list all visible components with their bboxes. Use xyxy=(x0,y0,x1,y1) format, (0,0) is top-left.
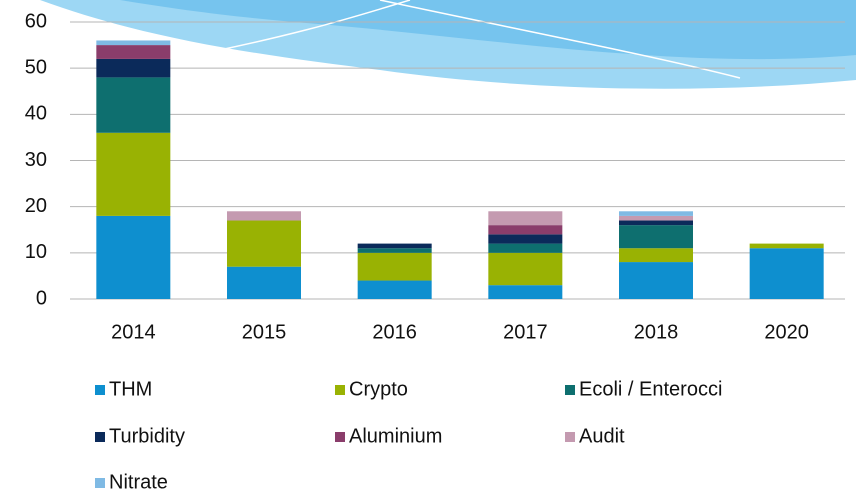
bar-segment xyxy=(96,40,170,45)
bar-segment xyxy=(750,244,824,249)
x-tick-label: 2014 xyxy=(111,321,156,343)
legend-swatch xyxy=(335,432,345,442)
legend-label: Crypto xyxy=(349,378,408,400)
bar-segment xyxy=(96,45,170,59)
legend-label: Ecoli / Enterocci xyxy=(579,378,722,400)
legend-label: Audit xyxy=(579,425,625,447)
x-tick-label: 2016 xyxy=(372,321,417,343)
bar-segment xyxy=(358,244,432,249)
bar-segment xyxy=(96,216,170,299)
bar-segment xyxy=(358,281,432,299)
y-tick-label: 50 xyxy=(25,56,47,78)
legend-swatch xyxy=(565,432,575,442)
bar-segment xyxy=(619,262,693,299)
bar-segment xyxy=(488,211,562,225)
x-tick-label: 2017 xyxy=(503,321,548,343)
bar-segment xyxy=(488,253,562,285)
bar-segment xyxy=(619,211,693,216)
legend-swatch xyxy=(95,432,105,442)
bar-segment xyxy=(619,221,693,226)
y-tick-label: 60 xyxy=(25,10,47,32)
bar-segment xyxy=(619,216,693,221)
bar-segment xyxy=(227,267,301,299)
x-tick-label: 2015 xyxy=(242,321,287,343)
legend-label: Aluminium xyxy=(349,425,442,447)
legend-swatch xyxy=(565,385,575,395)
bar-segment xyxy=(488,244,562,253)
y-tick-label: 0 xyxy=(36,287,47,309)
y-tick-label: 10 xyxy=(25,241,47,263)
bar-segment xyxy=(488,285,562,299)
bar-segment xyxy=(358,248,432,253)
bar-segment xyxy=(619,225,693,248)
x-tick-label: 2018 xyxy=(634,321,679,343)
legend-label: THM xyxy=(109,378,152,400)
bar-segment xyxy=(227,211,301,220)
y-tick-label: 20 xyxy=(25,195,47,217)
bar-segment xyxy=(96,77,170,132)
legend-label: Turbidity xyxy=(109,425,185,447)
bar-segment xyxy=(96,133,170,216)
bar-segment xyxy=(227,221,301,267)
bar-segment xyxy=(619,248,693,262)
legend-swatch xyxy=(95,385,105,395)
legend-label: Nitrate xyxy=(109,471,168,493)
chart: 0 10 20 30 40 50 60 2014 2015 2016 2017 2018 2020 THM… xyxy=(0,0,856,499)
bar-segment xyxy=(488,225,562,234)
y-tick-label: 40 xyxy=(25,103,47,125)
y-tick-label: 30 xyxy=(25,149,47,171)
bar-segment xyxy=(96,59,170,77)
bar-segment xyxy=(750,248,824,299)
legend-swatch xyxy=(335,385,345,395)
legend-swatch xyxy=(95,478,105,488)
bar-segment xyxy=(488,234,562,243)
x-tick-label: 2020 xyxy=(764,321,809,343)
bar-segment xyxy=(358,253,432,281)
